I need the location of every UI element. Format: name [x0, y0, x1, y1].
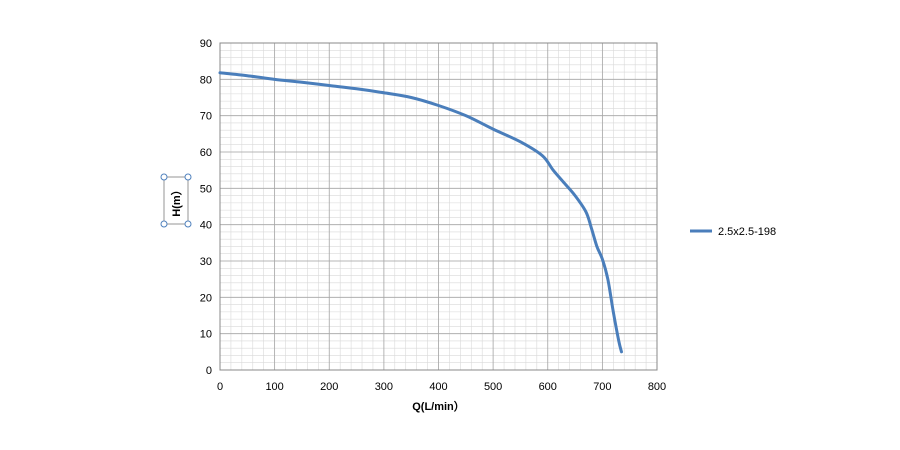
- x-tick-label: 100: [265, 381, 283, 393]
- plot-area: [219, 42, 658, 371]
- y-axis-title-box[interactable]: H(m）: [160, 173, 192, 228]
- x-axis-title: Q(L/min）: [412, 400, 465, 413]
- x-tick-label: 800: [648, 381, 666, 393]
- x-tick-label: 0: [217, 381, 223, 393]
- y-tick-label: 40: [200, 220, 212, 232]
- series-line: [218, 71, 623, 354]
- x-tick-label: 200: [320, 381, 338, 393]
- x-tick-label: 500: [484, 381, 502, 393]
- legend: 2.5x2.5-198: [690, 226, 776, 238]
- y-tick-label: 20: [200, 292, 212, 304]
- selection-handle-bottom-left[interactable]: [160, 220, 168, 228]
- y-axis-ticks: 0 10 20 30 40 50 60 70 80 90: [200, 38, 212, 377]
- legend-label: 2.5x2.5-198: [718, 226, 776, 238]
- selection-handle-top-left[interactable]: [160, 173, 168, 181]
- series-layer: [218, 71, 623, 354]
- y-tick-label: 90: [200, 38, 212, 50]
- y-tick-label: 50: [200, 183, 212, 195]
- y-tick-label: 60: [200, 147, 212, 159]
- y-tick-label: 80: [200, 74, 212, 86]
- y-axis-title-selection-box: [163, 176, 189, 225]
- y-tick-label: 0: [206, 365, 212, 377]
- selection-handle-bottom-right[interactable]: [184, 220, 192, 228]
- x-axis-ticks: 0 100 200 300 400 500 600 700 800: [217, 381, 666, 393]
- x-tick-label: 300: [375, 381, 393, 393]
- y-tick-label: 10: [200, 329, 212, 341]
- x-tick-label: 700: [593, 381, 611, 393]
- selection-handle-top-right[interactable]: [184, 173, 192, 181]
- y-axis-title: H(m）: [170, 184, 183, 216]
- x-tick-label: 400: [429, 381, 447, 393]
- y-tick-label: 70: [200, 111, 212, 123]
- x-tick-label: 600: [539, 381, 557, 393]
- y-tick-label: 30: [200, 256, 212, 268]
